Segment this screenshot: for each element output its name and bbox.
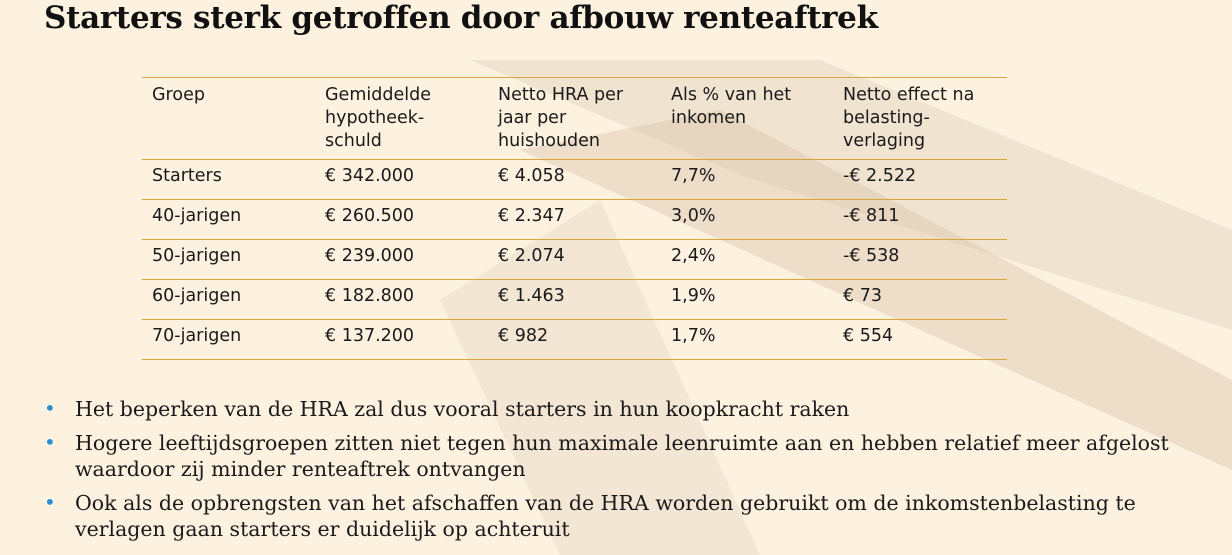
cell-netto-hra: € 2.074 bbox=[488, 239, 661, 280]
cell-hypotheekschuld: € 137.200 bbox=[315, 319, 488, 360]
cell-netto-effect: € 73 bbox=[833, 279, 1007, 320]
list-item: • Het beperken van de HRA zal dus vooral… bbox=[44, 396, 1194, 422]
table-row: 40-jarigen € 260.500 € 2.347 3,0% -€ 811 bbox=[142, 199, 1007, 240]
cell-netto-effect: -€ 2.522 bbox=[833, 159, 1007, 200]
table-row: 50-jarigen € 239.000 € 2.074 2,4% -€ 538 bbox=[142, 239, 1007, 280]
hra-table: Groep Gemiddelde hypotheek-schuld Netto … bbox=[142, 77, 1007, 360]
table-row: Starters € 342.000 € 4.058 7,7% -€ 2.522 bbox=[142, 159, 1007, 200]
cell-netto-effect: -€ 811 bbox=[833, 199, 1007, 240]
cell-percentage-inkomen: 7,7% bbox=[661, 159, 833, 200]
header-percentage-inkomen: Als % van het inkomen bbox=[661, 77, 833, 160]
slide-title: Starters sterk getroffen door afbouw ren… bbox=[44, 0, 878, 36]
cell-hypotheekschuld: € 182.800 bbox=[315, 279, 488, 320]
header-hypotheekschuld: Gemiddelde hypotheek-schuld bbox=[315, 77, 488, 160]
cell-hypotheekschuld: € 342.000 bbox=[315, 159, 488, 200]
bullet-text: Hogere leeftijdsgroepen zitten niet tege… bbox=[75, 431, 1169, 481]
bullet-dot-icon: • bbox=[44, 490, 56, 514]
cell-netto-hra: € 4.058 bbox=[488, 159, 661, 200]
table-header-row: Groep Gemiddelde hypotheek-schuld Netto … bbox=[142, 77, 1007, 160]
bullet-dot-icon: • bbox=[44, 430, 56, 454]
cell-percentage-inkomen: 1,9% bbox=[661, 279, 833, 320]
cell-percentage-inkomen: 2,4% bbox=[661, 239, 833, 280]
header-netto-hra: Netto HRA per jaar per huishouden bbox=[488, 77, 661, 160]
cell-groep: 40-jarigen bbox=[142, 199, 315, 240]
cell-netto-hra: € 982 bbox=[488, 319, 661, 360]
cell-groep: 70-jarigen bbox=[142, 319, 315, 360]
cell-hypotheekschuld: € 260.500 bbox=[315, 199, 488, 240]
cell-percentage-inkomen: 3,0% bbox=[661, 199, 833, 240]
bullet-text: Het beperken van de HRA zal dus vooral s… bbox=[75, 397, 850, 421]
cell-netto-hra: € 1.463 bbox=[488, 279, 661, 320]
cell-percentage-inkomen: 1,7% bbox=[661, 319, 833, 360]
bullet-dot-icon: • bbox=[44, 396, 56, 420]
cell-groep: 60-jarigen bbox=[142, 279, 315, 320]
cell-netto-effect: € 554 bbox=[833, 319, 1007, 360]
bullet-text: Ook als de opbrengsten van het afschaffe… bbox=[75, 491, 1136, 541]
list-item: • Hogere leeftijdsgroepen zitten niet te… bbox=[44, 430, 1194, 482]
bullet-list: • Het beperken van de HRA zal dus vooral… bbox=[44, 396, 1194, 550]
header-groep: Groep bbox=[142, 77, 315, 160]
cell-groep: Starters bbox=[142, 159, 315, 200]
cell-hypotheekschuld: € 239.000 bbox=[315, 239, 488, 280]
cell-netto-effect: -€ 538 bbox=[833, 239, 1007, 280]
table-row: 60-jarigen € 182.800 € 1.463 1,9% € 73 bbox=[142, 279, 1007, 320]
table-row: 70-jarigen € 137.200 € 982 1,7% € 554 bbox=[142, 319, 1007, 360]
list-item: • Ook als de opbrengsten van het afschaf… bbox=[44, 490, 1194, 542]
cell-groep: 50-jarigen bbox=[142, 239, 315, 280]
cell-netto-hra: € 2.347 bbox=[488, 199, 661, 240]
header-netto-effect: Netto effect na belasting-verlaging bbox=[833, 77, 1007, 160]
